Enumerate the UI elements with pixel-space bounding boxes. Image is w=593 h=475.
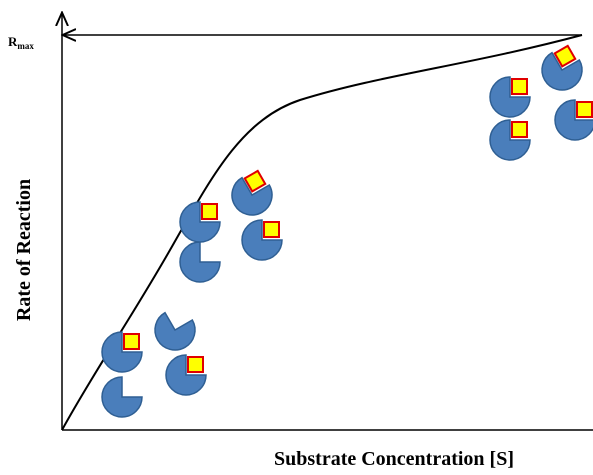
rmax-label: Rmax <box>8 34 34 51</box>
y-axis-label: Rate of Reaction <box>13 179 35 321</box>
x-axis-label: Substrate Concentration [S] <box>274 448 514 470</box>
diagram: Rmax Rate of Reaction Substrate Concentr… <box>0 0 593 475</box>
rmax-sub: max <box>17 41 34 51</box>
enzymes <box>102 43 593 417</box>
page: {"rmax": {"main": "R", "sub": "max"}, "y… <box>0 0 593 475</box>
